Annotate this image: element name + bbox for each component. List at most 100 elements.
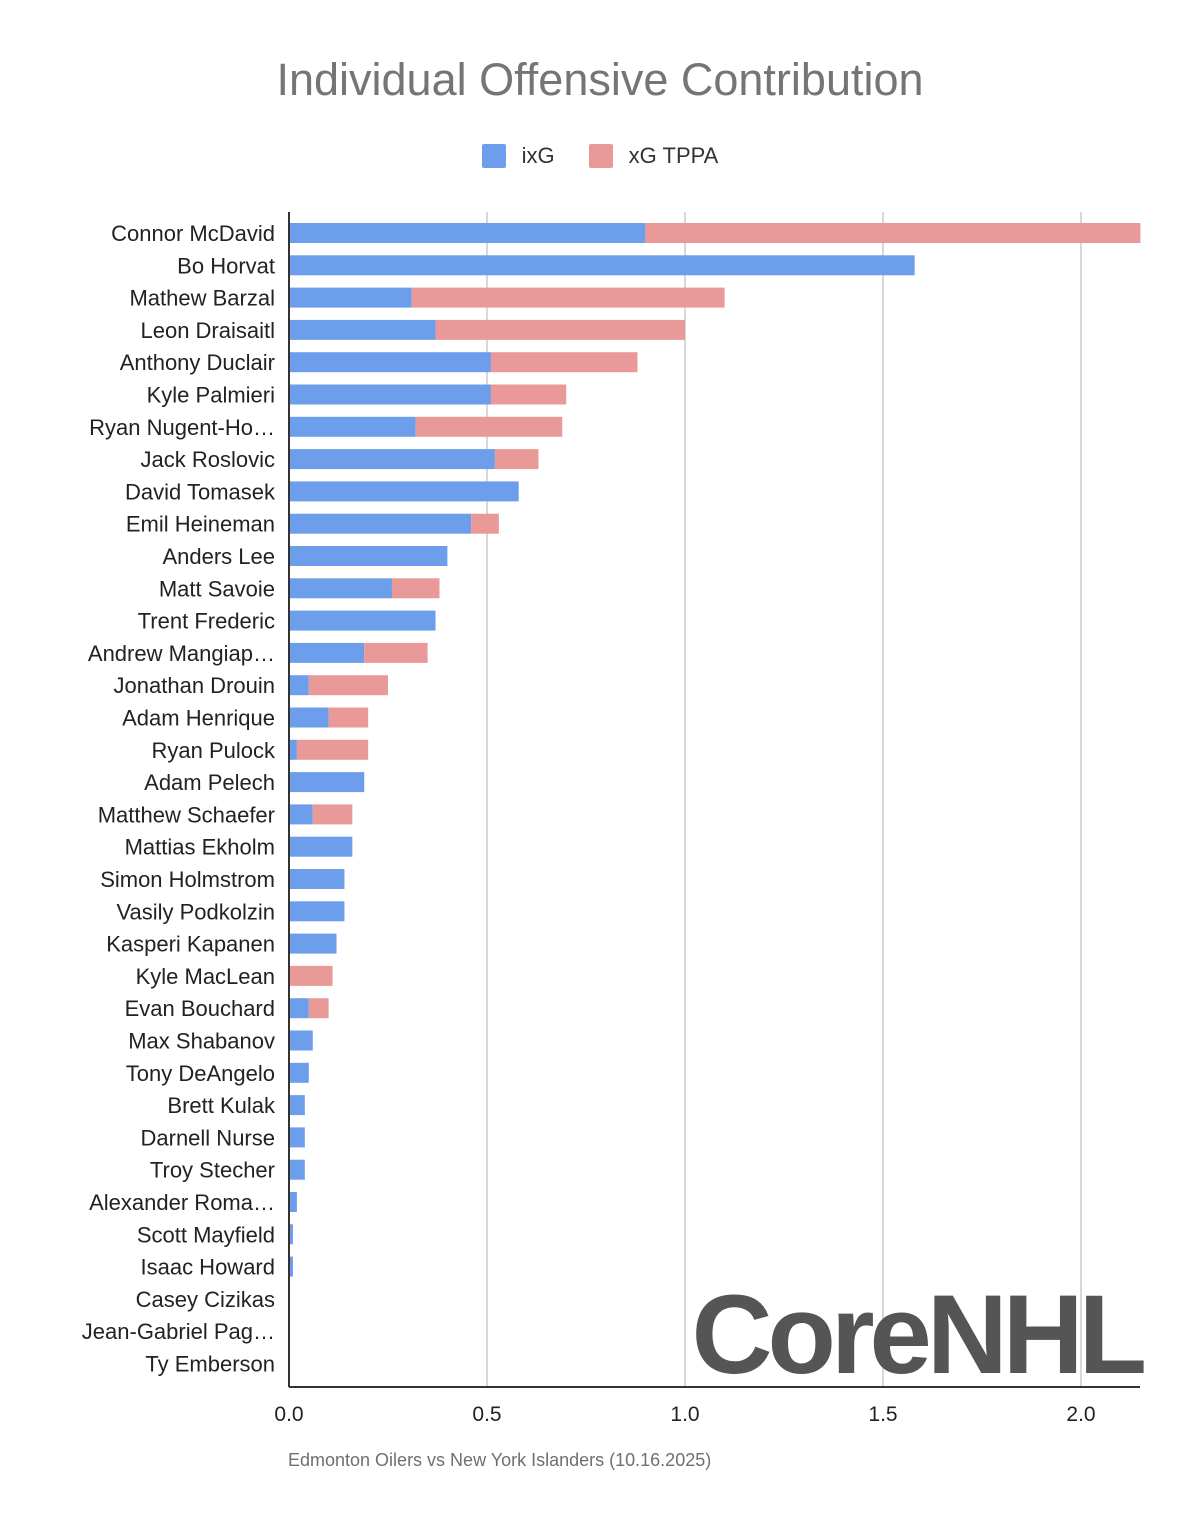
bar-xg-tppa[interactable] (415, 416, 563, 437)
bar-xg-tppa[interactable] (296, 739, 369, 760)
category-label: Max Shabanov (128, 1029, 275, 1054)
bar-ixg[interactable] (289, 836, 353, 857)
legend-swatch-xg-tppa (588, 144, 613, 168)
category-label: Matthew Schaefer (98, 802, 275, 827)
watermark-text: CoreNHL (692, 1272, 1144, 1397)
category-label: Ty Emberson (145, 1352, 275, 1377)
bar-xg-tppa[interactable] (471, 513, 499, 534)
category-label: Kyle MacLean (136, 964, 275, 989)
bar-ixg[interactable] (289, 1062, 309, 1083)
legend-label-ixg: ixG (521, 143, 555, 168)
category-label: Mathew Barzal (129, 286, 275, 311)
category-label: Alexander Roma… (89, 1190, 275, 1215)
bar-ixg[interactable] (289, 352, 491, 373)
category-label: Connor McDavid (111, 221, 275, 246)
bar-ixg[interactable] (289, 1127, 305, 1148)
category-label: Vasily Podkolzin (116, 899, 275, 924)
x-tick-label: 0.0 (274, 1403, 303, 1426)
bar-ixg[interactable] (289, 416, 416, 437)
category-label: Jonathan Drouin (114, 673, 275, 698)
category-labels: Connor McDavid Bo Horvat Mathew Barzal Leon… (82, 221, 276, 1377)
bar-xg-tppa[interactable] (364, 642, 428, 663)
bar-ixg[interactable] (289, 1030, 313, 1051)
category-label: Leon Draisaitl (140, 318, 275, 343)
category-label: Isaac Howard (140, 1255, 275, 1280)
category-label: Kyle Palmieri (147, 383, 275, 408)
category-label: Ryan Nugent-Ho… (89, 415, 275, 440)
category-label: David Tomasek (125, 479, 276, 504)
x-tick-label: 1.5 (868, 1403, 897, 1426)
category-label: Jack Roslovic (141, 447, 275, 472)
category-label: Tony DeAngelo (126, 1061, 275, 1086)
category-label: Troy Stecher (150, 1158, 275, 1183)
bar-ixg[interactable] (289, 1256, 293, 1277)
category-label: Andrew Mangiap… (88, 641, 275, 666)
bar-ixg[interactable] (289, 223, 646, 243)
bar-ixg[interactable] (289, 1095, 305, 1116)
bar-ixg[interactable] (289, 578, 392, 599)
bar-ixg[interactable] (289, 513, 472, 534)
bar-xg-tppa[interactable] (308, 675, 388, 696)
category-label: Darnell Nurse (141, 1125, 276, 1150)
x-tick-label: 2.0 (1066, 1403, 1095, 1426)
bar-ixg[interactable] (289, 1159, 305, 1180)
legend-item-ixg[interactable]: ixG (481, 143, 555, 169)
category-label: Emil Heineman (126, 512, 275, 537)
category-label: Trent Frederic (138, 609, 275, 634)
bar-ixg[interactable] (289, 642, 365, 663)
bar-xg-tppa[interactable] (490, 384, 567, 405)
bar-ixg[interactable] (289, 675, 309, 696)
chart-subtitle: Edmonton Oilers vs New York Islanders (1… (288, 1450, 712, 1470)
category-label: Anders Lee (162, 544, 275, 569)
corenhl-watermark: CoreNHL (692, 1272, 1149, 1397)
bar-ixg[interactable] (289, 1192, 297, 1212)
bar-ixg[interactable] (289, 1224, 293, 1245)
x-tick-label: 0.5 (472, 1403, 501, 1426)
bar-ixg[interactable] (289, 933, 337, 954)
category-label: Evan Bouchard (125, 996, 275, 1021)
category-label: Mattias Ekholm (125, 835, 275, 860)
chart-legend: ixG xG TPPA (0, 143, 1200, 169)
bar-ixg[interactable] (289, 287, 412, 308)
category-label: Adam Henrique (122, 706, 275, 731)
category-label: Ryan Pulock (151, 738, 276, 763)
category-label: Kasperi Kapanen (106, 932, 275, 957)
bar-ixg[interactable] (289, 772, 365, 793)
bar-xg-tppa[interactable] (308, 998, 329, 1019)
bar-xg-tppa[interactable] (289, 965, 333, 986)
bar-ixg[interactable] (289, 739, 297, 760)
bar-xg-tppa[interactable] (490, 352, 638, 373)
bar-ixg[interactable] (289, 610, 436, 631)
bar-ixg[interactable] (289, 869, 345, 889)
bar-xg-tppa[interactable] (312, 804, 353, 825)
bar-ixg[interactable] (289, 449, 495, 470)
bar-xg-tppa[interactable] (494, 449, 539, 470)
legend-item-xg-tppa[interactable]: xG TPPA (588, 143, 718, 169)
category-label: Anthony Duclair (120, 350, 275, 375)
bar-ixg[interactable] (289, 707, 329, 728)
bar-xg-tppa[interactable] (391, 578, 440, 599)
bar-ixg[interactable] (289, 998, 309, 1019)
x-tick-label: 1.0 (670, 1403, 699, 1426)
bar-xg-tppa[interactable] (645, 223, 1141, 243)
category-label: Casey Cizikas (136, 1287, 275, 1312)
category-label: Jean-Gabriel Pag… (82, 1319, 275, 1344)
bar-ixg[interactable] (289, 384, 491, 405)
category-label: Brett Kulak (167, 1093, 276, 1118)
category-label: Simon Holmstrom (100, 867, 275, 892)
bar-ixg[interactable] (289, 481, 519, 502)
bar-ixg[interactable] (289, 804, 313, 825)
bar-xg-tppa[interactable] (435, 319, 685, 340)
bar-xg-tppa[interactable] (411, 287, 725, 308)
category-label: Adam Pelech (144, 770, 275, 795)
bar-ixg[interactable] (289, 255, 915, 276)
category-label: Matt Savoie (159, 576, 275, 601)
bar-ixg[interactable] (289, 319, 436, 340)
bar-ixg[interactable] (289, 546, 448, 566)
axes: 0.0 0.5 1.0 1.5 2.0 (274, 212, 1140, 1426)
category-label: Scott Mayfield (137, 1222, 275, 1247)
bar-ixg[interactable] (289, 901, 345, 922)
bars (289, 223, 1141, 1277)
bar-xg-tppa[interactable] (328, 707, 369, 728)
